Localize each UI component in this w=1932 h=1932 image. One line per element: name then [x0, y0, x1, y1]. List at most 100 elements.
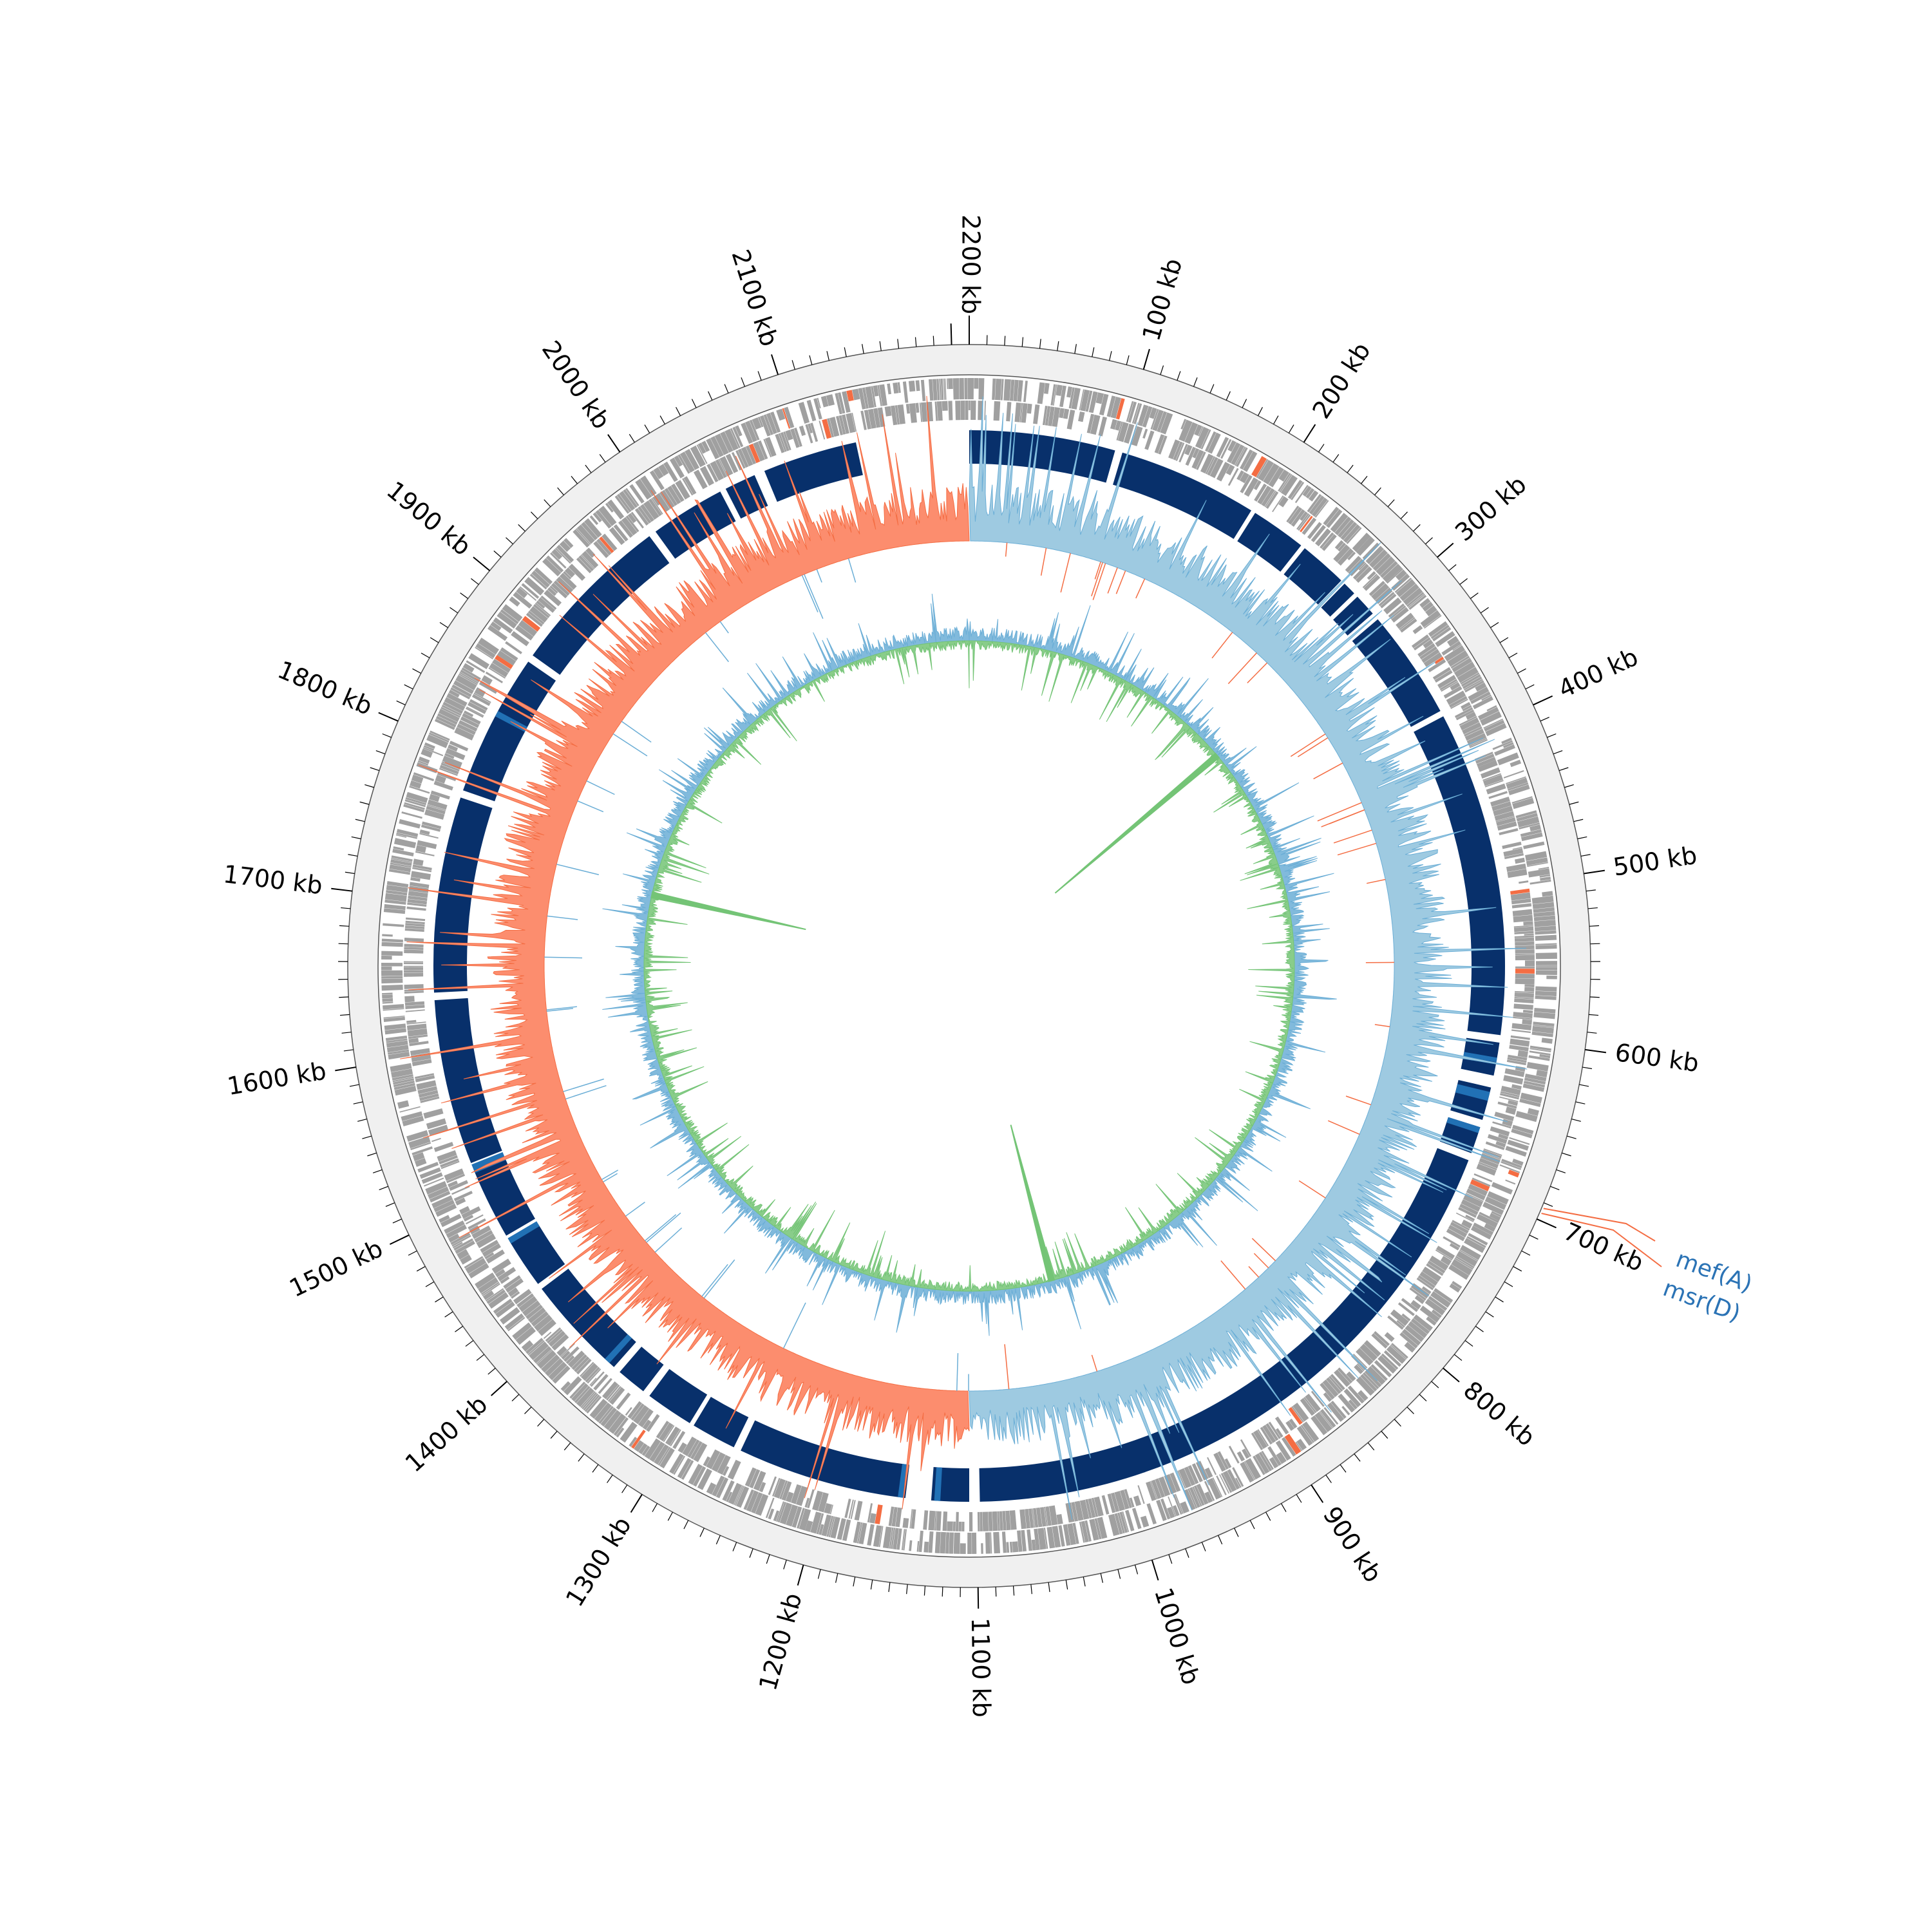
cds-reverse [838, 415, 846, 435]
cds-forward [534, 567, 553, 585]
minor-tick [1332, 454, 1340, 463]
gc-skew-spike [645, 1214, 677, 1242]
minor-tick [460, 592, 469, 599]
cds-forward [1257, 460, 1274, 482]
cds-reverse [1300, 511, 1308, 521]
cds-forward [383, 908, 406, 914]
cds-forward [461, 667, 481, 681]
cds-reverse [1200, 453, 1214, 474]
cds-forward [391, 1068, 413, 1078]
cds-reverse [1511, 898, 1531, 905]
cds-reverse [406, 1023, 427, 1031]
cds-reverse [1515, 953, 1535, 955]
cds-forward [1280, 475, 1298, 497]
cds-reverse [435, 775, 446, 784]
cds-forward [1079, 389, 1084, 411]
cds-forward [981, 1543, 983, 1554]
cds-forward [1491, 1182, 1513, 1195]
cds-reverse [1507, 1057, 1527, 1063]
cds-forward [495, 1301, 515, 1318]
cds-forward [903, 1529, 907, 1551]
cds-forward [1195, 426, 1209, 449]
cds-reverse [568, 564, 586, 581]
cds-forward [381, 984, 403, 991]
cds-reverse [531, 1311, 549, 1327]
cds-reverse [408, 895, 428, 902]
cds-forward [423, 1177, 444, 1187]
minor-tick [691, 399, 697, 408]
cds-reverse [919, 402, 923, 422]
cds-reverse [415, 1073, 435, 1079]
cds-reverse [795, 1486, 808, 1506]
cds-forward [1428, 621, 1448, 638]
cds-forward [559, 540, 571, 553]
cds-reverse [829, 417, 840, 437]
cds-forward [392, 1076, 414, 1083]
cds-reverse [404, 938, 424, 942]
cds-reverse [1410, 1300, 1421, 1310]
cds-forward [1088, 391, 1098, 413]
cds-reverse [923, 1510, 929, 1530]
cds-forward [453, 680, 474, 694]
cds-forward [385, 1035, 408, 1041]
cds-reverse [1513, 1003, 1533, 1010]
cds-reverse [807, 1489, 815, 1509]
cds-reverse [1085, 1499, 1092, 1519]
cds-forward [1003, 379, 1011, 401]
cds-forward [1323, 1406, 1339, 1425]
cds-forward [435, 1203, 457, 1217]
cds-reverse [1334, 540, 1344, 550]
cds-reverse [440, 1158, 459, 1168]
cds-forward [1068, 387, 1075, 409]
cds-forward [679, 451, 695, 473]
cds-forward [475, 1272, 496, 1289]
cds-reverse [417, 840, 437, 849]
cds-reverse [895, 405, 900, 425]
major-tick [335, 1066, 357, 1072]
minor-tick [621, 1484, 628, 1493]
cds-reverse [1146, 1481, 1157, 1501]
cds-forward [625, 488, 639, 507]
cds-forward [820, 395, 829, 408]
major-tick [630, 1493, 643, 1513]
cds-reverse [1334, 1369, 1350, 1387]
cds-reverse [1513, 1016, 1533, 1020]
gc-skew-spike [1107, 567, 1118, 594]
major-tick [1536, 1218, 1557, 1229]
cds-forward [1481, 694, 1492, 701]
cds-reverse [1482, 773, 1502, 781]
cds-reverse [1504, 1068, 1525, 1077]
cds-reverse [1484, 780, 1504, 788]
cds-forward [1367, 1366, 1386, 1385]
cds-forward [1081, 1520, 1089, 1543]
cds-reverse [412, 864, 432, 871]
cds-forward [1466, 1236, 1486, 1248]
cds-reverse [1239, 471, 1249, 484]
cds-forward [440, 706, 461, 718]
cds-reverse [781, 1481, 792, 1501]
cds-reverse [1078, 412, 1085, 422]
cds-forward [1012, 1541, 1019, 1553]
cds-forward [1269, 1457, 1279, 1469]
cds-forward [1281, 1437, 1296, 1457]
cds-forward [1311, 497, 1328, 517]
cds-forward [635, 478, 652, 500]
cds-forward [1507, 1139, 1530, 1151]
cds-forward [381, 938, 403, 943]
blast-segment [969, 430, 1115, 483]
cds-forward [1505, 776, 1526, 784]
cds-forward [1279, 473, 1293, 493]
cds-forward [1482, 1202, 1504, 1215]
minor-tick [1367, 1442, 1375, 1451]
cds-reverse [1515, 966, 1535, 969]
cds-reverse [404, 990, 424, 994]
cds-reverse [1490, 796, 1510, 807]
cds-reverse [1036, 1507, 1043, 1528]
cds-forward [893, 1528, 899, 1549]
cds-reverse [984, 401, 986, 421]
cds-reverse [1114, 1491, 1126, 1511]
cds-reverse [778, 433, 787, 452]
cds-forward [1009, 379, 1015, 401]
position-ticks [331, 316, 1607, 1609]
cds-reverse [670, 1429, 681, 1446]
